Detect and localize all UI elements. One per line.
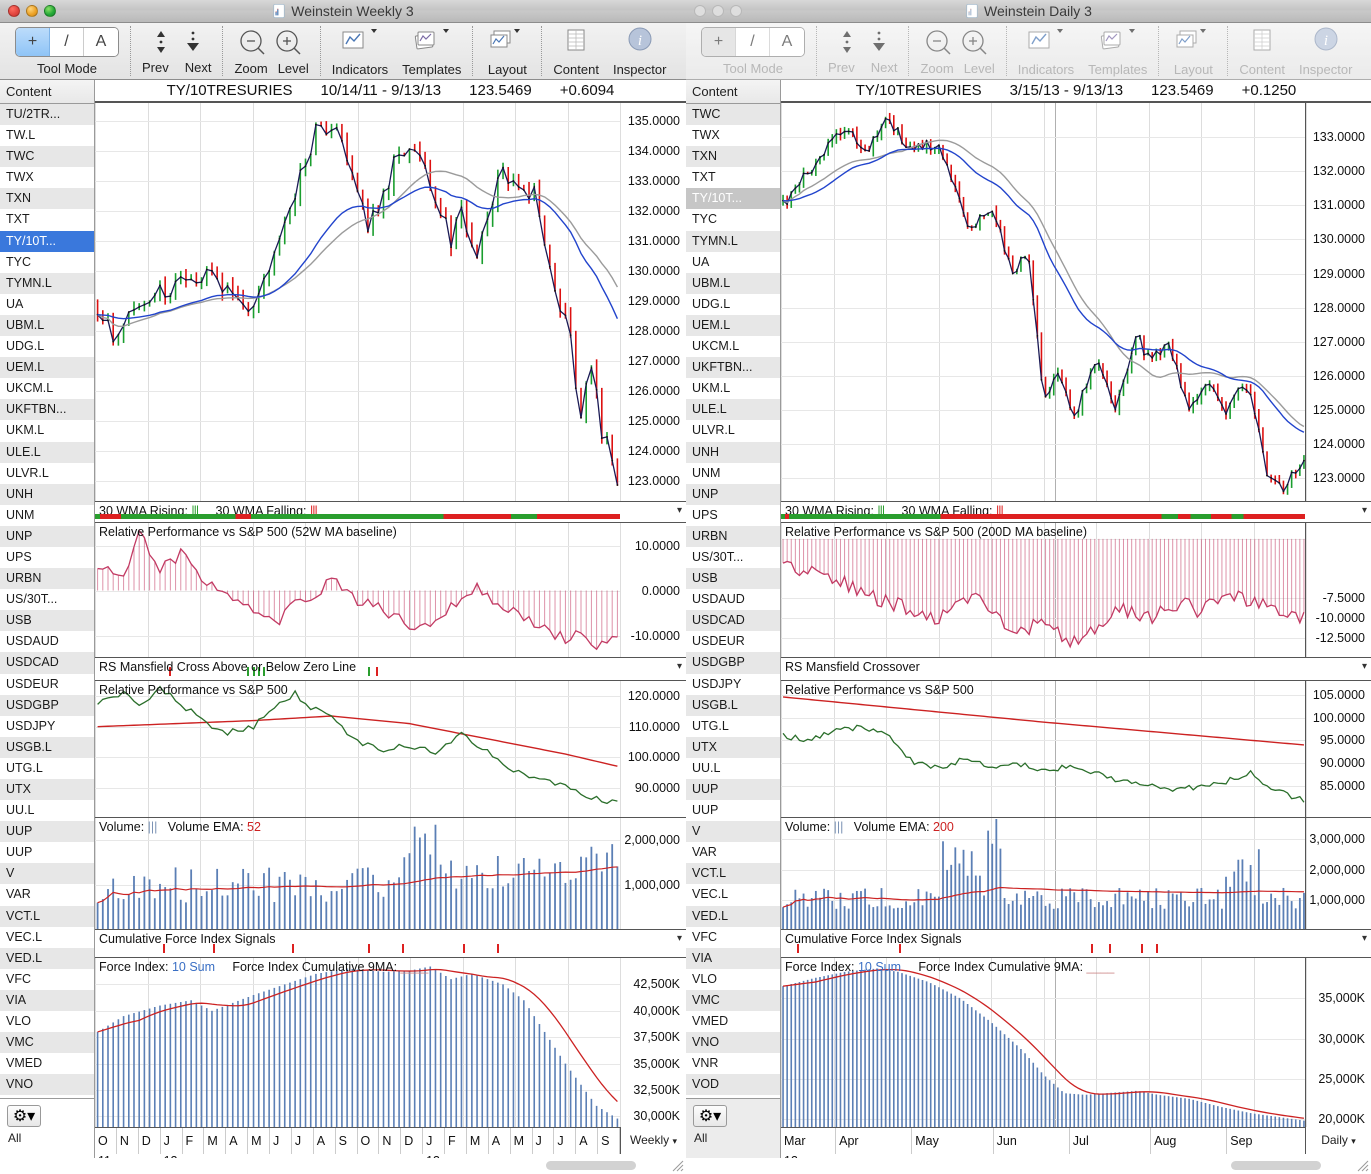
svg-text:i: i: [1324, 33, 1328, 49]
svg-text:i: i: [638, 33, 642, 49]
